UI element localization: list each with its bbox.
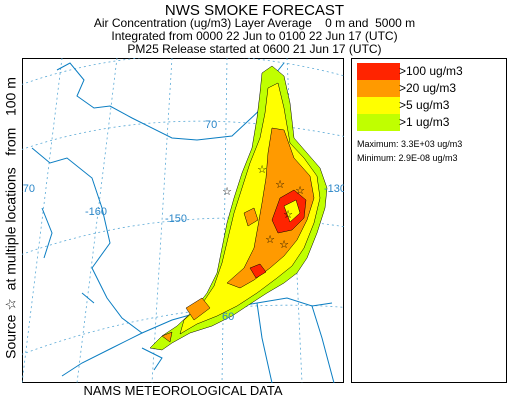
source-star: ☆ (275, 179, 285, 191)
subtitle-concentration: Air Concentration (ug/m3) Layer Average … (93, 16, 416, 30)
source-star: ☆ (283, 209, 293, 221)
source-star: ☆ (222, 186, 232, 198)
smoke-map: ☆ ☆ ☆ ☆ ☆ ☆ ☆ -170 -160 -150 -130 70 60 (22, 58, 344, 383)
longitude-label: -130 (324, 183, 344, 195)
graticule (22, 58, 344, 383)
legend-swatch (357, 63, 400, 80)
legend-item: >20 ug/m3 (357, 80, 501, 97)
smoke-plume (149, 65, 328, 351)
legend-label: >1 ug/m3 (399, 115, 450, 129)
legend-item: >100 ug/m3 (357, 63, 501, 80)
latitude-label: 70 (205, 119, 217, 131)
legend-minimum: Minimum: 2.9E-08 ug/m3 (357, 153, 458, 163)
latitude-label: 60 (222, 311, 234, 323)
legend-maximum: Maximum: 3.3E+03 ug/m3 (357, 139, 463, 149)
source-star: ☆ (257, 164, 267, 176)
legend-swatch (357, 114, 400, 131)
source-star: ☆ (279, 239, 289, 251)
legend-swatch (357, 80, 400, 97)
longitude-label: -150 (165, 213, 187, 225)
legend-item: >5 ug/m3 (357, 97, 501, 114)
subtitle-integration-period: Integrated from 0000 22 Jun to 0100 22 J… (111, 29, 398, 43)
source-star: ☆ (265, 234, 275, 246)
legend-item: >1 ug/m3 (357, 114, 501, 131)
legend-label: >20 ug/m3 (399, 81, 457, 95)
map-panel: ☆ ☆ ☆ ☆ ☆ ☆ ☆ -170 -160 -150 -130 70 60 (22, 58, 344, 388)
map-title: NWS SMOKE FORECAST (164, 2, 345, 19)
source-star: ☆ (295, 185, 305, 197)
source-markers: ☆ ☆ ☆ ☆ ☆ ☆ ☆ (222, 164, 305, 251)
longitude-label: -160 (85, 206, 107, 218)
subtitle-release-start: PM25 Release started at 0600 21 Jun 17 (… (127, 42, 382, 56)
legend-swatch (357, 97, 400, 114)
legend: >100 ug/m3 >20 ug/m3 >5 ug/m3 >1 ug/m3 M… (351, 58, 507, 383)
source-location-label: Source ☆ at multiple locations from 100 … (2, 77, 19, 359)
longitude-label: -170 (22, 183, 35, 195)
legend-label: >5 ug/m3 (399, 98, 450, 112)
legend-label: >100 ug/m3 (399, 64, 463, 78)
data-source-footer: NAMS METEOROLOGICAL DATA (83, 383, 283, 398)
